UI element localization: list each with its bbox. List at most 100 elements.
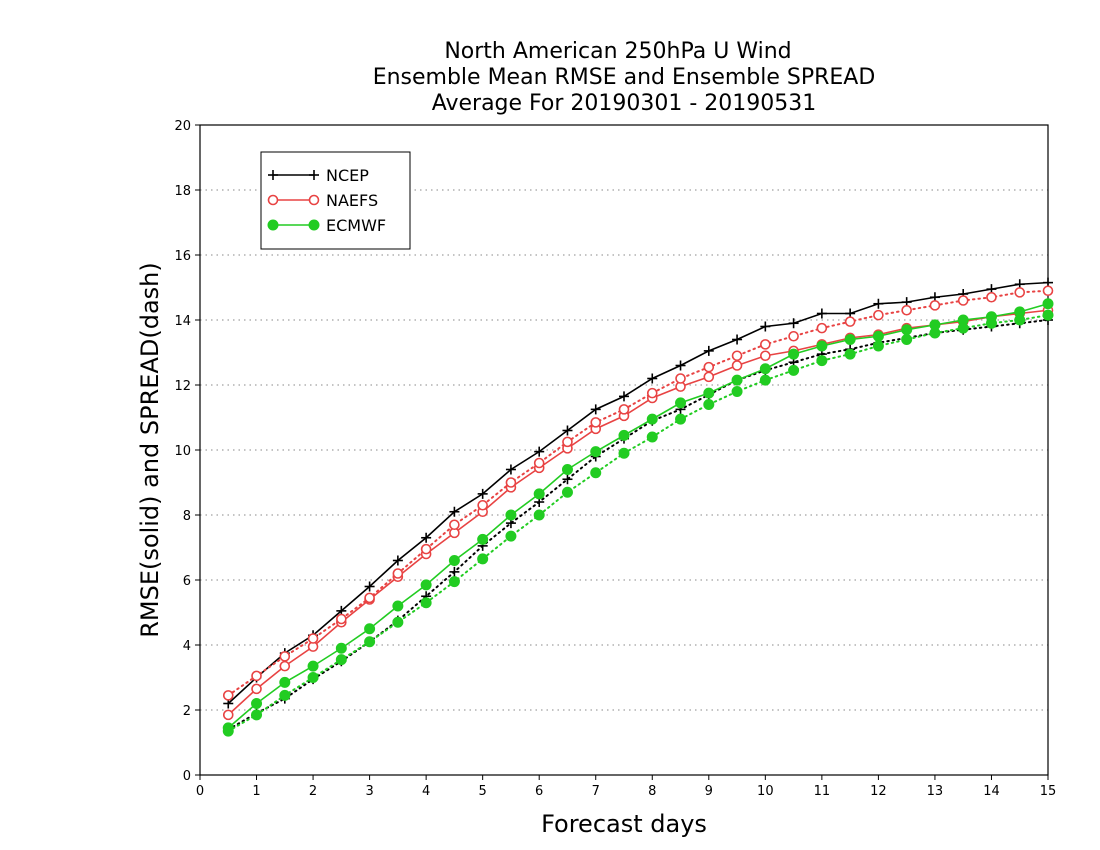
data-point-ecmwf-spread [335,654,347,666]
x-tick-label: 2 [309,784,317,799]
data-point-naefs-spread [901,304,912,316]
x-tick-label: 4 [422,784,430,799]
series-line-ecmwf-rmse [227,302,1049,729]
chart-title-line-3: Average For 20190301 - 20190531 [432,91,817,116]
data-point-naefs-spread [957,295,969,306]
data-point-ecmwf-spread [364,636,376,648]
y-tick-label: 8 [183,509,191,524]
data-point-ecmwf-spread [561,486,573,498]
x-axis-label: Forecast days [541,810,707,838]
data-point-ecmwf-spread [872,340,884,352]
data-point-ecmwf-rmse [646,413,658,425]
y-axis-ticks: 0 2 4 6 8 10 12 14 16 18 20 [174,119,200,784]
data-point-ecmwf-spread [901,334,913,345]
data-point-ncep-rmse [816,308,827,319]
data-point-ecmwf-rmse [561,464,573,475]
data-point-naefs-spread [336,613,347,625]
data-point-ncep-rmse [392,555,403,566]
data-point-naefs-spread [646,387,658,399]
data-point-ecmwf-spread [844,348,856,360]
data-point-ecmwf-spread [533,509,545,521]
x-tick-label: 1 [252,784,260,799]
data-point-ecmwf-spread [731,386,743,397]
y-tick-label: 18 [174,184,191,199]
data-point-ecmwf-spread [646,431,658,443]
y-tick-label: 16 [174,249,191,264]
data-point-ncep-spread [562,474,573,485]
data-point-ecmwf-spread [759,374,771,386]
data-point-naefs-spread [788,330,799,342]
data-point-naefs-spread [590,417,602,428]
data-point-ecmwf-rmse [675,397,687,409]
data-point-naefs-spread [420,543,432,555]
data-point-ecmwf-rmse [307,660,319,672]
data-point-ncep-rmse [619,391,629,402]
data-point-naefs-rmse [760,350,771,362]
data-point-ecmwf-rmse [844,334,856,345]
data-point-naefs-spread [279,651,291,662]
y-tick-label: 12 [174,379,191,394]
y-tick-label: 20 [174,119,191,134]
data-point-ecmwf-spread [957,322,969,334]
data-point-ecmwf-rmse [448,555,460,566]
data-point-ecmwf-spread [816,355,828,367]
x-tick-label: 10 [757,784,774,799]
data-point-ncep-rmse [788,318,799,329]
data-point-ecmwf-spread [788,364,800,376]
data-point-ncep-rmse [364,581,375,592]
data-point-ecmwf-spread [505,530,517,542]
data-point-ecmwf-rmse [872,330,884,342]
data-point-ecmwf-spread [985,317,997,329]
data-point-ecmwf-spread [420,597,432,609]
data-point-naefs-spread [533,457,545,469]
data-point-naefs-rmse [222,709,234,721]
data-point-ncep-rmse [732,334,743,345]
legend-label: NAEFS [326,191,378,210]
data-point-naefs-spread [760,339,771,350]
legend-label: NCEP [326,166,369,185]
data-point-ecmwf-rmse [816,340,828,352]
series-ecmwf-spread [222,309,1054,737]
data-point-naefs-spread [505,477,517,488]
chart-title-line-1: North American 250hPa U Wind [444,39,791,64]
data-point-naefs-spread [1014,287,1026,298]
x-tick-label: 0 [196,784,204,799]
data-point-naefs-spread [1042,285,1054,297]
data-point-ecmwf-spread [1042,309,1054,321]
x-tick-label: 14 [983,784,1000,799]
data-point-naefs-spread [986,291,997,303]
data-point-naefs-spread [392,568,404,579]
legend-marker [267,219,279,231]
data-point-naefs-spread [562,436,573,448]
data-point-ecmwf-rmse [703,387,715,399]
data-point-ecmwf-spread [477,553,489,565]
x-tick-label: 7 [592,784,600,799]
data-point-ecmwf-rmse [618,429,630,441]
legend-item-ecmwf: ECMWF [267,216,386,235]
legend-label: ECMWF [326,216,386,235]
data-point-ecmwf-spread [929,327,941,339]
data-point-ecmwf-rmse [505,509,517,521]
series-line-ecmwf-spread [227,314,1049,733]
data-point-naefs-spread [251,670,262,682]
data-point-ncep-rmse [873,298,884,309]
series-ncep-spread [223,315,1053,735]
y-tick-label: 10 [174,444,191,459]
data-point-ecmwf-rmse [392,600,404,612]
data-point-naefs-spread [873,309,884,321]
data-point-ecmwf-rmse [279,676,291,688]
y-tick-label: 14 [174,314,191,329]
data-point-ecmwf-rmse [364,623,376,635]
x-tick-label: 3 [365,784,373,799]
data-point-naefs-spread [364,592,375,604]
data-point-naefs-rmse [279,660,291,672]
data-point-naefs-spread [703,361,715,373]
data-point-ncep-rmse [647,373,658,384]
x-tick-label: 11 [814,784,831,799]
data-point-ecmwf-spread [590,467,602,479]
data-point-ncep-rmse [590,404,601,415]
data-point-ncep-rmse [477,488,488,499]
data-point-ecmwf-rmse [477,533,489,545]
data-point-naefs-spread [675,373,686,384]
